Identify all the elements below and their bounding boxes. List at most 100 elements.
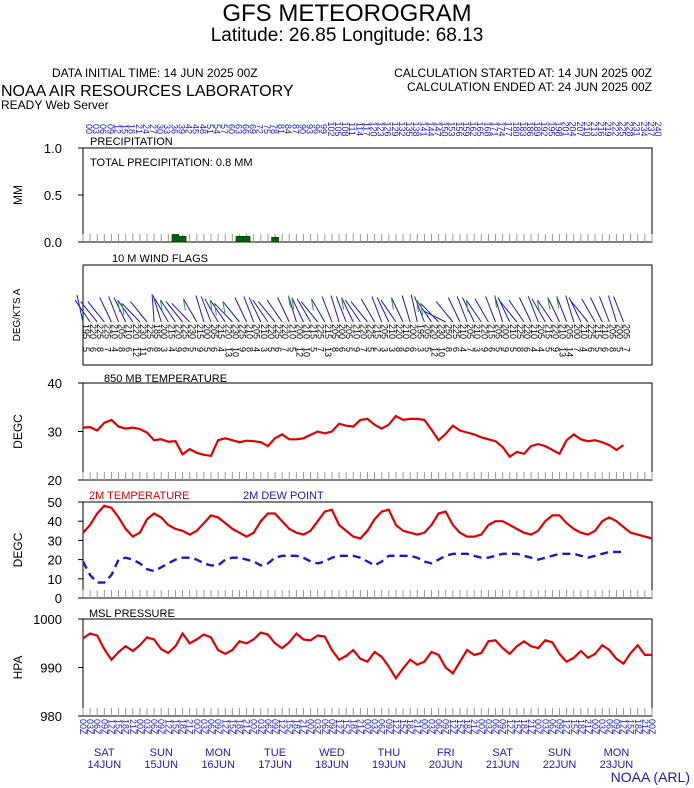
wind-speed-label: 8 [515, 347, 525, 352]
forecast-hour-label: 135 [404, 121, 414, 136]
wind-direction-label: 215 [486, 324, 496, 339]
time-label: 09Z [384, 719, 394, 735]
t2m-dewpoint-panel: 0 10 20 30 40 50 DEGC 2M TEMPERATURE 2M DEW POIN… [11, 490, 653, 606]
wind-shaft [108, 296, 120, 323]
wind-direction-label: 195 [415, 324, 425, 339]
forecast-hour-label: 93 [304, 124, 314, 134]
time-label: 06Z [92, 719, 102, 735]
time-label: 15Z [341, 719, 351, 735]
wind-speed-label: 6 [145, 347, 155, 352]
time-label: 03Z [142, 719, 152, 735]
y-tick-label: 40 [48, 376, 62, 391]
forecast-hour-label: 207 [575, 121, 585, 136]
time-label: 09Z [213, 719, 223, 735]
wind-speed-label: 9 [550, 347, 560, 352]
wind-direction-label: 205 [330, 324, 340, 339]
wind-barb [465, 300, 469, 313]
time-label: 21Z [242, 719, 252, 735]
wind-shaft [87, 301, 105, 323]
wind-shaft [182, 298, 198, 323]
forecast-hour-label: 195 [546, 121, 556, 136]
wind-speed-label: 7 [102, 347, 112, 352]
wind-shaft [252, 299, 269, 323]
forecast-hour-label: 78 [269, 124, 279, 134]
time-label: 00Z [249, 719, 259, 735]
time-label: 00Z [476, 719, 486, 735]
wind-barb [182, 298, 186, 311]
wind-direction-label: 215 [216, 324, 226, 339]
time-label: 21Z [355, 719, 365, 735]
wind-speed-label: 5 [494, 347, 504, 352]
wind-shaft [508, 299, 525, 323]
forecast-hour-label: 183 [518, 121, 528, 136]
time-label: 18Z [519, 719, 529, 735]
forecast-hour-label: 69 [248, 124, 258, 134]
time-label: 00Z [192, 719, 202, 735]
chart-title: PRECIPITATION [90, 136, 173, 148]
wind-shaft [117, 299, 134, 323]
time-label: 21Z [185, 719, 195, 735]
wind-shaft [527, 296, 539, 323]
wind-direction-label: 215 [166, 324, 176, 339]
wind-direction-label: 210 [245, 324, 255, 339]
forecast-hour-label: 03 [91, 124, 101, 134]
forecast-hour-label: 192 [539, 121, 549, 136]
precip-bar [271, 237, 279, 243]
wind-barb [222, 301, 226, 314]
wind-speed-label: 7 [465, 347, 475, 352]
y-tick-label: 20 [48, 553, 62, 568]
wind-shaft [330, 295, 340, 323]
forecast-hour-label: 237 [646, 121, 656, 136]
date-label: 16JUN [201, 759, 235, 771]
wind-barb [420, 303, 424, 316]
wind-direction-label: 220 [479, 324, 489, 339]
y-tick-label: 10 [48, 572, 62, 587]
wind-speed-label: 6 [273, 347, 283, 352]
t850-line [82, 414, 625, 459]
forecast-hour-label: 33 [162, 124, 172, 134]
wind-direction-label: 205 [380, 324, 390, 339]
wind-shaft [200, 296, 212, 323]
wind-shaft [277, 297, 290, 323]
wind-direction-label: 215 [195, 324, 205, 339]
forecast-hour-label: 216 [596, 121, 606, 136]
forecast-hour-label: 45 [191, 124, 201, 134]
time-label: 21Z [128, 719, 138, 735]
forecast-hour-label: 117 [361, 122, 371, 136]
forecast-hour-label: 219 [603, 121, 613, 136]
wind-shaft [222, 301, 240, 323]
wind-shaft [344, 299, 361, 323]
time-label: 03Z [427, 719, 437, 735]
wind-direction-label: 205 [536, 324, 546, 339]
time-label: 03Z [483, 719, 493, 735]
time-label: 18Z [348, 719, 358, 735]
wind-direction-label: 225 [95, 324, 105, 339]
forecast-hour-axis: 0003060912151821242730333639424548515457… [84, 121, 663, 136]
wind-shaft [195, 295, 205, 323]
forecast-hour-label: 150 [440, 121, 450, 136]
y-tick-label: 990 [40, 661, 62, 676]
wind-shaft [99, 297, 112, 323]
forecast-hour-label: 159 [461, 121, 471, 136]
time-label: 18Z [234, 719, 244, 735]
forecast-hour-label: 57 [219, 124, 229, 134]
forecast-hour-label: 165 [475, 121, 485, 136]
date-label: 15JUN [144, 759, 178, 771]
time-label: 12Z [391, 719, 401, 735]
forecast-hour-label: 234 [639, 121, 649, 136]
wind-shaft [371, 296, 383, 323]
wind-direction-label: 200 [408, 324, 418, 339]
wind-direction-label: 210 [600, 324, 610, 339]
wind-speed-label: 5 [81, 347, 91, 352]
wind-speed-label: 13 [223, 347, 233, 357]
forecast-hour-label: 204 [568, 121, 578, 136]
forecast-hour-label: 201 [561, 121, 571, 136]
wind-shaft [80, 301, 98, 323]
wind-shaft [390, 297, 404, 323]
forecast-hour-label: 180 [511, 121, 521, 136]
forecast-hour-label: 147 [433, 121, 443, 136]
y-axis-label: HPA [11, 656, 25, 680]
wind-shaft [335, 296, 347, 323]
date-label: 21JUN [486, 759, 520, 771]
forecast-hour-label: 162 [468, 121, 478, 136]
